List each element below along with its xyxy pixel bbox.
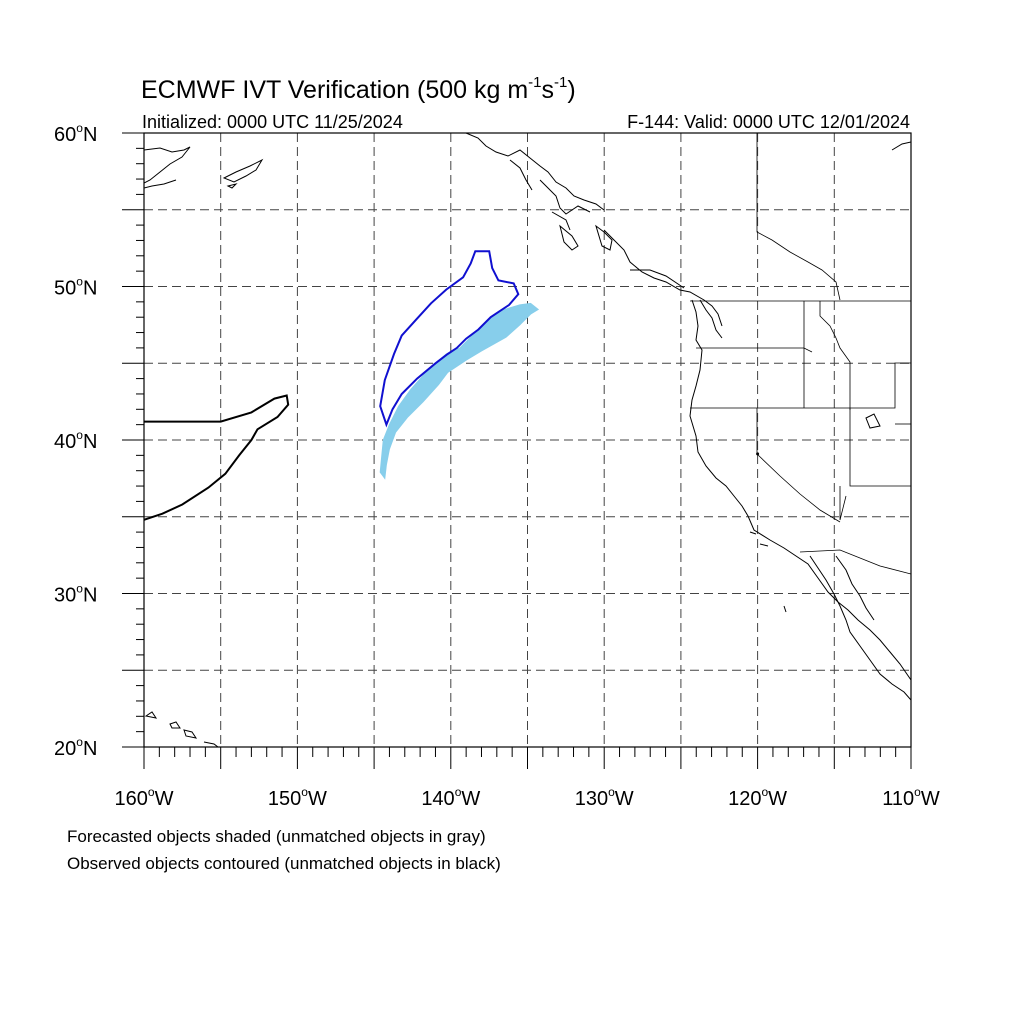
lat-tick-label: 20oN bbox=[54, 735, 97, 760]
lat-tick-label: 30oN bbox=[54, 582, 97, 607]
political-boundaries bbox=[690, 133, 911, 575]
axis-ticks bbox=[122, 132, 912, 769]
footnote-observed: Observed objects contoured (unmatched ob… bbox=[67, 854, 501, 873]
footnote-forecast: Forecasted objects shaded (unmatched obj… bbox=[67, 827, 486, 846]
chart-title: ECMWF IVT Verification (500 kg m-1s-1) bbox=[141, 74, 576, 104]
latitude-labels: 60oN 50oN 40oN 30oN 20oN bbox=[54, 121, 97, 760]
lon-tick-label: 120oW bbox=[728, 785, 787, 810]
lon-tick-label: 150oW bbox=[268, 785, 327, 810]
lon-tick-label: 110oW bbox=[882, 785, 940, 810]
lat-tick-label: 60oN bbox=[54, 121, 97, 146]
forecast-object-matched bbox=[379, 302, 540, 480]
observed-object-unmatched bbox=[144, 394, 290, 521]
lake-marker bbox=[756, 452, 760, 456]
lat-tick-label: 50oN bbox=[54, 275, 97, 300]
longitude-labels: 160oW 150oW 140oW 130oW 120oW 110oW bbox=[115, 785, 940, 810]
lon-tick-label: 160oW bbox=[115, 785, 174, 810]
valid-label: F-144: Valid: 0000 UTC 12/01/2024 bbox=[627, 112, 910, 132]
map-markers bbox=[756, 452, 760, 456]
graticule bbox=[144, 133, 911, 747]
lon-tick-label: 130oW bbox=[575, 785, 634, 810]
map-area bbox=[144, 133, 911, 747]
lon-tick-label: 140oW bbox=[421, 785, 480, 810]
lat-tick-label: 40oN bbox=[54, 428, 97, 453]
observed-object-matched bbox=[379, 250, 520, 428]
initialized-label: Initialized: 0000 UTC 11/25/2024 bbox=[142, 112, 403, 132]
coastlines bbox=[144, 133, 911, 747]
